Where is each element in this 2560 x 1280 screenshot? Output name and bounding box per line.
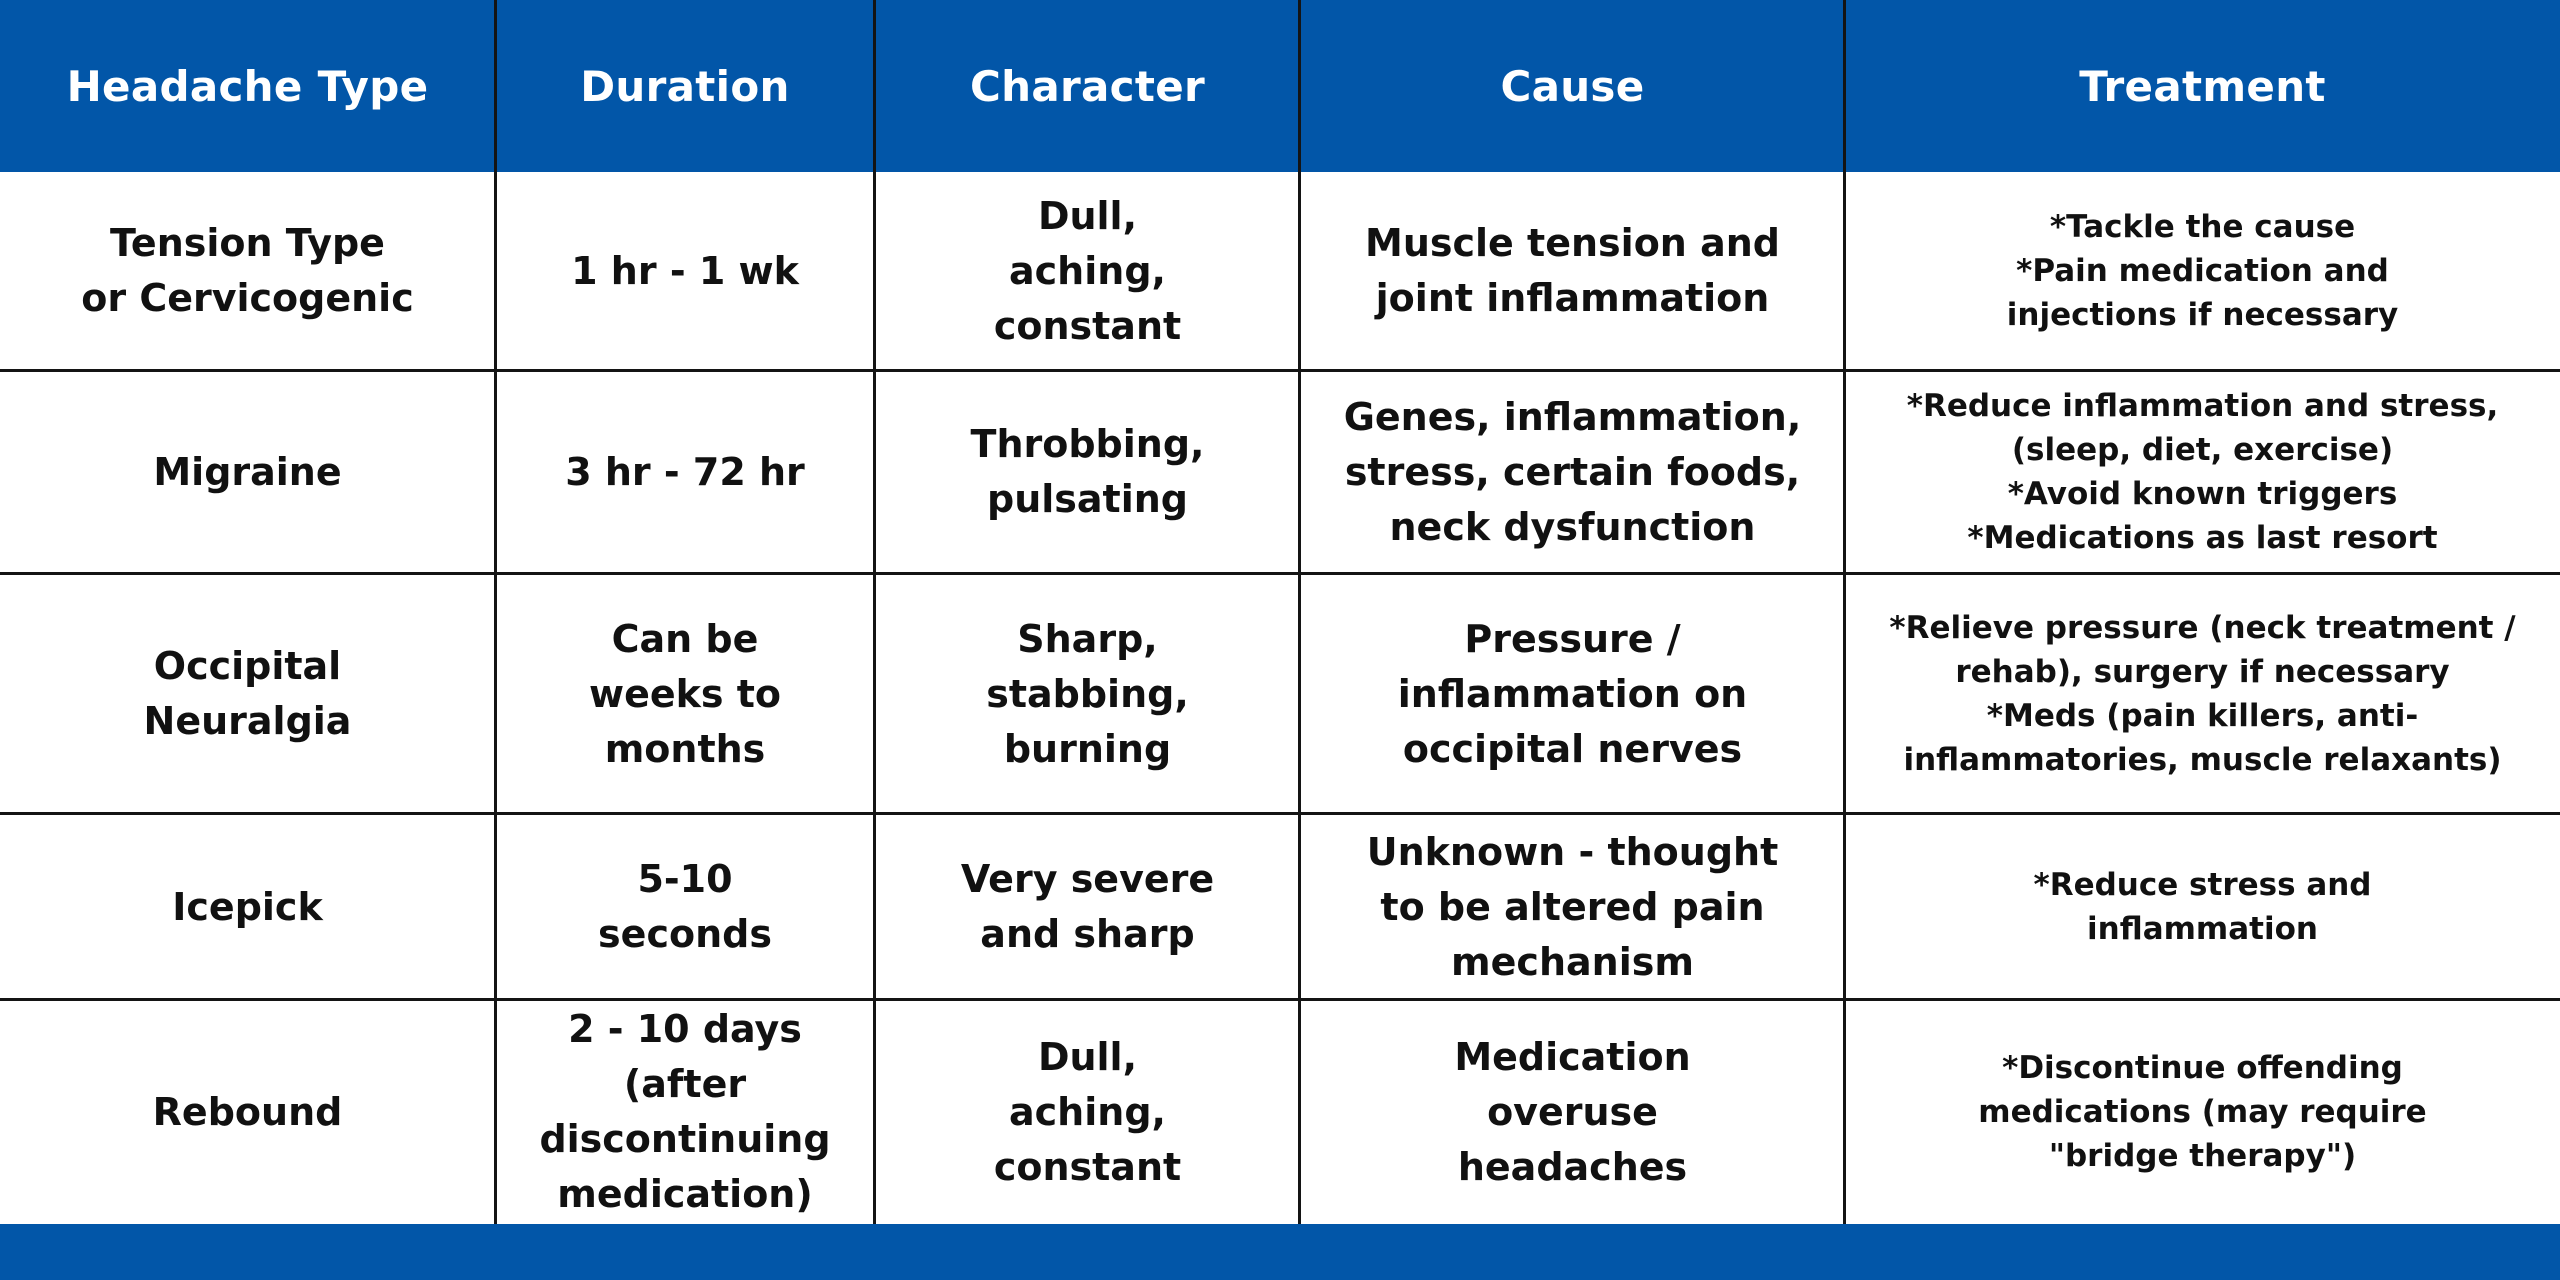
table-cell-duration: 5-10 seconds xyxy=(598,857,772,956)
table-cell-type: Occipital Neuralgia xyxy=(143,644,352,743)
row-divider xyxy=(0,998,2560,1001)
table-cell-character: Dull, aching, constant xyxy=(993,1034,1182,1189)
table-cell-cause: Medication overuse headaches xyxy=(1454,1034,1691,1189)
table-cell-type: Icepick xyxy=(172,884,323,929)
column-divider xyxy=(494,0,497,1224)
header-headache-type: Headache Type xyxy=(66,61,429,111)
table-cell-cause: Pressure / inflammation on occipital ner… xyxy=(1397,616,1748,771)
column-divider xyxy=(1843,0,1846,1224)
table-cell-type: Tension Type or Cervicogenic xyxy=(81,221,414,320)
column-divider xyxy=(873,0,876,1224)
row-divider xyxy=(0,812,2560,815)
column-divider xyxy=(1298,0,1301,1224)
table-cell-cause: Unknown - thought to be altered pain mec… xyxy=(1366,829,1779,984)
table-footer-bar xyxy=(0,1224,2560,1280)
header-cause: Cause xyxy=(1500,61,1645,111)
table-cell-character: Sharp, stabbing, burning xyxy=(986,616,1189,771)
table-cell-treatment: *Discontinue offending medications (may … xyxy=(1978,1050,2427,1174)
table-header-bar xyxy=(0,0,2560,172)
table-cell-treatment: *Relieve pressure (neck treatment / reha… xyxy=(1889,610,2516,778)
table-cell-duration: 2 - 10 days (after discontinuing medicat… xyxy=(539,1007,831,1216)
table-cell-duration: 3 hr - 72 hr xyxy=(565,449,805,494)
table-cell-cause: Genes, inflammation, stress, certain foo… xyxy=(1343,394,1802,549)
table-cell-cause: Muscle tension and joint inflammation xyxy=(1365,221,1780,320)
table-cell-treatment: *Tackle the cause *Pain medication and i… xyxy=(2006,209,2399,333)
header-treatment: Treatment xyxy=(2079,61,2326,111)
row-divider xyxy=(0,369,2560,372)
table-cell-type: Rebound xyxy=(152,1089,343,1134)
table-cell-treatment: *Reduce stress and inflammation xyxy=(2033,867,2372,947)
row-divider xyxy=(0,572,2560,575)
table-cell-character: Throbbing, pulsating xyxy=(970,422,1205,521)
table-cell-duration: Can be weeks to months xyxy=(588,616,782,771)
header-duration: Duration xyxy=(580,61,790,111)
table-cell-treatment: *Reduce inflammation and stress, (sleep,… xyxy=(1906,388,2499,556)
table-cell-type: Migraine xyxy=(153,449,342,494)
header-character: Character xyxy=(970,61,1205,111)
table-cell-character: Very severe and sharp xyxy=(960,857,1215,956)
table-cell-character: Dull, aching, constant xyxy=(993,193,1182,348)
table-cell-duration: 1 hr - 1 wk xyxy=(571,248,799,293)
